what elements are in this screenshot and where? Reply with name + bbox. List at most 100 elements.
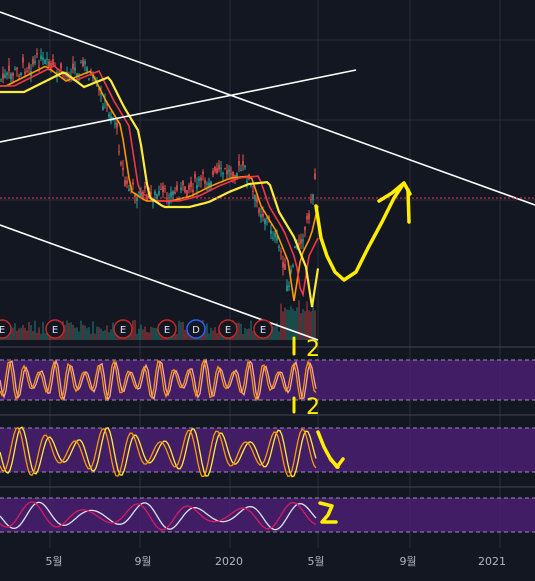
earnings-marker[interactable] [45, 319, 65, 339]
volume-bar [112, 322, 114, 340]
candle-body [132, 182, 134, 185]
volume-bar [102, 331, 104, 340]
volume-bar [278, 331, 280, 340]
candle-body [306, 215, 308, 220]
candle-body [116, 122, 118, 128]
volume-bar [250, 320, 252, 340]
candle-body [124, 180, 126, 186]
volume-bar [300, 313, 302, 340]
candle-body [254, 195, 256, 201]
earnings-marker[interactable] [253, 319, 273, 339]
volume-bar [14, 323, 16, 340]
x-tick-label: 9월 [399, 555, 416, 568]
candle-body [42, 57, 44, 60]
candle-body [144, 185, 146, 189]
candle-body [258, 208, 260, 213]
event-marker-label: E [164, 325, 170, 336]
volume-bar [270, 332, 272, 340]
candle-body [134, 192, 136, 197]
candle-body [228, 169, 230, 172]
candle-body [216, 168, 218, 173]
x-tick-label: 2021 [478, 555, 506, 568]
candle-body [88, 78, 90, 80]
candle-body [252, 190, 254, 192]
candle-body [262, 213, 264, 217]
volume-bar [274, 326, 276, 340]
volume-bar [34, 320, 36, 340]
handwritten-label: 2 [306, 395, 320, 420]
candle-body [24, 71, 26, 74]
candle-body [34, 61, 36, 64]
volume-bar [94, 333, 96, 340]
candle-body [264, 219, 266, 225]
volume-bar [186, 326, 188, 340]
candle-body [304, 226, 306, 231]
candle-body [76, 73, 78, 77]
candle-body [288, 285, 290, 288]
volume-bar [218, 326, 220, 340]
volume-bar [182, 321, 184, 340]
candle-body [102, 106, 104, 110]
volume-bar [310, 311, 312, 340]
trend-line[interactable] [0, 11, 535, 206]
candle-body [282, 262, 284, 268]
volume-bar [238, 322, 240, 340]
candle-body [284, 263, 286, 270]
candle-body [214, 167, 216, 172]
candle-body [118, 151, 120, 153]
volume-bar [18, 328, 20, 340]
earnings-marker[interactable] [113, 319, 133, 339]
earnings-marker[interactable] [0, 319, 12, 339]
candle-body [126, 180, 128, 184]
candle-body [182, 180, 184, 185]
volume-bar [132, 320, 134, 340]
volume-bar [16, 330, 18, 340]
volume-bar [244, 327, 246, 340]
trend-line[interactable] [0, 69, 357, 143]
event-marker-label: E [260, 325, 266, 336]
volume-bar [248, 328, 250, 340]
volume-bar [90, 333, 92, 340]
volume-bar [140, 324, 142, 340]
candle-body [172, 191, 174, 195]
volume-bar [66, 320, 68, 340]
candle-body [286, 285, 288, 291]
x-axis: 5월 9월 2020 5월 9월 2021 [45, 555, 506, 568]
candle-body [98, 88, 100, 90]
oscillator-line [0, 501, 317, 531]
volume-bar [204, 326, 206, 340]
volume-bar [146, 331, 148, 340]
moving-average-line [0, 71, 320, 308]
volume-bar [150, 326, 152, 340]
candle-body [176, 185, 178, 191]
volume-bar [22, 324, 24, 340]
candle-body [174, 191, 176, 194]
volume-bar [210, 327, 212, 340]
candle-body [250, 184, 252, 186]
candle-body [236, 173, 238, 179]
earnings-marker[interactable] [157, 319, 177, 339]
volume-bar [40, 333, 42, 340]
candle-body [46, 58, 48, 60]
candle-body [52, 59, 54, 66]
dividend-marker[interactable] [186, 319, 206, 339]
earnings-marker[interactable] [218, 319, 238, 339]
volume-bar [44, 332, 46, 340]
volume-bar [8, 332, 10, 340]
candle-body [224, 168, 226, 170]
candle-body [190, 181, 192, 187]
volume-bar [212, 330, 214, 340]
volume-bar [110, 329, 112, 340]
candle-body [40, 55, 42, 60]
candle-body [292, 265, 294, 267]
volume-bar [306, 301, 308, 340]
volume-bar [252, 330, 254, 340]
candle-body [156, 194, 158, 199]
candle-body [62, 74, 64, 76]
candle-body [204, 180, 206, 184]
candle-body [186, 190, 188, 196]
candle-body [278, 246, 280, 248]
